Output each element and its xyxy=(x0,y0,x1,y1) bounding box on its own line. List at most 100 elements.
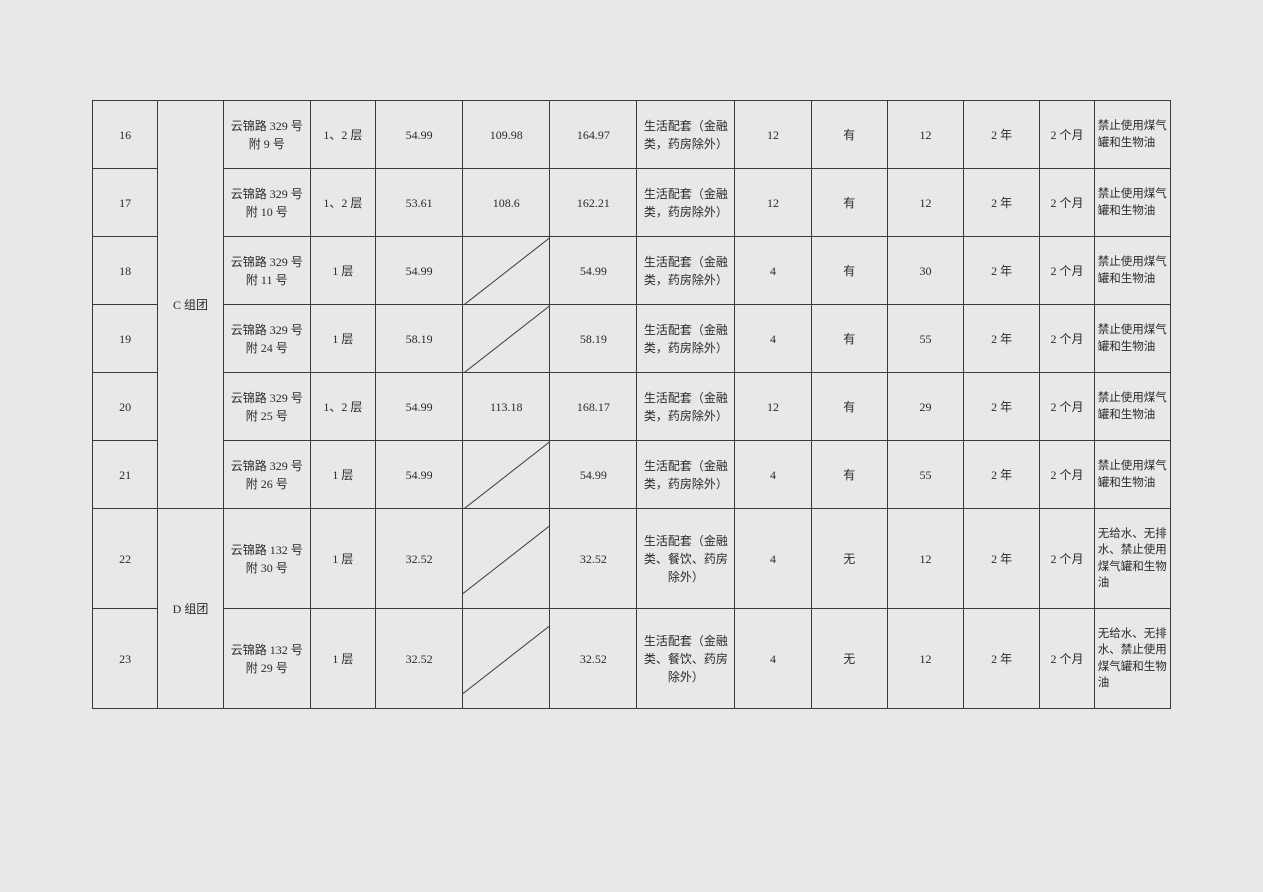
cell-area3: 168.17 xyxy=(550,373,637,441)
cell-number: 22 xyxy=(93,509,158,609)
cell-term: 2 年 xyxy=(964,441,1040,509)
cell-number: 16 xyxy=(93,101,158,169)
cell-floor: 1、2 层 xyxy=(310,169,375,237)
cell-number: 17 xyxy=(93,169,158,237)
cell-area3: 58.19 xyxy=(550,305,637,373)
cell-number: 18 xyxy=(93,237,158,305)
cell-n1: 4 xyxy=(735,609,811,709)
cell-note: 禁止使用煤气罐和生物油 xyxy=(1094,237,1170,305)
cell-period: 2 个月 xyxy=(1040,101,1094,169)
cell-n1: 4 xyxy=(735,237,811,305)
cell-area2: 108.6 xyxy=(463,169,550,237)
cell-usage: 生活配套（金融类，药房除外） xyxy=(637,373,735,441)
cell-floor: 1 层 xyxy=(310,237,375,305)
cell-floor: 1、2 层 xyxy=(310,373,375,441)
cell-area2 xyxy=(463,305,550,373)
cell-floor: 1 层 xyxy=(310,305,375,373)
cell-number: 20 xyxy=(93,373,158,441)
cell-usage: 生活配套（金融类，药房除外） xyxy=(637,237,735,305)
cell-area1: 32.52 xyxy=(376,509,463,609)
cell-area3: 54.99 xyxy=(550,441,637,509)
cell-n2: 55 xyxy=(887,441,963,509)
table-row: 17 云锦路 329 号附 10 号1、2 层53.61108.6162.21生活… xyxy=(93,169,1171,237)
cell-note: 禁止使用煤气罐和生物油 xyxy=(1094,101,1170,169)
cell-area1: 53.61 xyxy=(376,169,463,237)
cell-term: 2 年 xyxy=(964,101,1040,169)
cell-area1: 58.19 xyxy=(376,305,463,373)
cell-n1: 4 xyxy=(735,305,811,373)
cell-n2: 12 xyxy=(887,509,963,609)
cell-n1: 4 xyxy=(735,509,811,609)
cell-area2: 109.98 xyxy=(463,101,550,169)
cell-address: 云锦路 329 号附 26 号 xyxy=(223,441,310,509)
cell-area2: 113.18 xyxy=(463,373,550,441)
cell-yesno: 有 xyxy=(811,373,887,441)
cell-floor: 1 层 xyxy=(310,609,375,709)
table-row: 19云锦路 329 号附 24 号1 层58.1958.19生活配套（金融类，药… xyxy=(93,305,1171,373)
cell-address: 云锦路 329 号附 24 号 xyxy=(223,305,310,373)
cell-note: 禁止使用煤气罐和生物油 xyxy=(1094,169,1170,237)
property-table: 16C 组团云锦路 329 号附 9 号1、2 层54.99109.98164.… xyxy=(92,100,1171,709)
cell-period: 2 个月 xyxy=(1040,509,1094,609)
cell-n2: 12 xyxy=(887,101,963,169)
table-row: 23云锦路 132 号附 29 号1 层32.5232.52生活配套（金融类、餐… xyxy=(93,609,1171,709)
table-row: 20云锦路 329 号附 25 号1、2 层54.99113.18168.17生… xyxy=(93,373,1171,441)
cell-area2 xyxy=(463,441,550,509)
cell-yesno: 有 xyxy=(811,237,887,305)
cell-n1: 12 xyxy=(735,169,811,237)
cell-yesno: 有 xyxy=(811,169,887,237)
cell-n2: 12 xyxy=(887,169,963,237)
cell-period: 2 个月 xyxy=(1040,237,1094,305)
cell-yesno: 有 xyxy=(811,441,887,509)
cell-area1: 54.99 xyxy=(376,373,463,441)
cell-address: 云锦路 329 号附 10 号 xyxy=(223,169,310,237)
cell-floor: 1 层 xyxy=(310,441,375,509)
cell-area2 xyxy=(463,609,550,709)
cell-area1: 32.52 xyxy=(376,609,463,709)
cell-number: 21 xyxy=(93,441,158,509)
cell-yesno: 有 xyxy=(811,101,887,169)
cell-n2: 55 xyxy=(887,305,963,373)
cell-term: 2 年 xyxy=(964,169,1040,237)
table-row: 16C 组团云锦路 329 号附 9 号1、2 层54.99109.98164.… xyxy=(93,101,1171,169)
cell-note: 无给水、无排水、禁止使用煤气罐和生物油 xyxy=(1094,609,1170,709)
cell-number: 23 xyxy=(93,609,158,709)
cell-term: 2 年 xyxy=(964,305,1040,373)
cell-note: 禁止使用煤气罐和生物油 xyxy=(1094,305,1170,373)
cell-period: 2 个月 xyxy=(1040,441,1094,509)
cell-yesno: 无 xyxy=(811,609,887,709)
cell-area3: 32.52 xyxy=(550,609,637,709)
cell-yesno: 有 xyxy=(811,305,887,373)
cell-address: 云锦路 132 号附 30 号 xyxy=(223,509,310,609)
table-row: 21云锦路 329 号附 26 号1 层54.9954.99生活配套（金融类，药… xyxy=(93,441,1171,509)
table-body: 16C 组团云锦路 329 号附 9 号1、2 层54.99109.98164.… xyxy=(93,101,1171,709)
cell-group: C 组团 xyxy=(158,101,223,509)
cell-area2 xyxy=(463,237,550,305)
cell-address: 云锦路 329 号附 11 号 xyxy=(223,237,310,305)
cell-n1: 12 xyxy=(735,101,811,169)
cell-area3: 32.52 xyxy=(550,509,637,609)
cell-area2 xyxy=(463,509,550,609)
cell-group: D 组团 xyxy=(158,509,223,709)
cell-usage: 生活配套（金融类，药房除外） xyxy=(637,169,735,237)
cell-term: 2 年 xyxy=(964,373,1040,441)
cell-area3: 162.21 xyxy=(550,169,637,237)
cell-n2: 12 xyxy=(887,609,963,709)
cell-note: 禁止使用煤气罐和生物油 xyxy=(1094,373,1170,441)
cell-floor: 1 层 xyxy=(310,509,375,609)
cell-usage: 生活配套（金融类、餐饮、药房除外） xyxy=(637,609,735,709)
cell-period: 2 个月 xyxy=(1040,609,1094,709)
cell-usage: 生活配套（金融类、餐饮、药房除外） xyxy=(637,509,735,609)
cell-n1: 12 xyxy=(735,373,811,441)
cell-n2: 29 xyxy=(887,373,963,441)
cell-note: 无给水、无排水、禁止使用煤气罐和生物油 xyxy=(1094,509,1170,609)
table-row: 22D 组团云锦路 132 号附 30 号1 层32.5232.52生活配套（金… xyxy=(93,509,1171,609)
cell-area1: 54.99 xyxy=(376,441,463,509)
cell-area1: 54.99 xyxy=(376,237,463,305)
cell-yesno: 无 xyxy=(811,509,887,609)
cell-term: 2 年 xyxy=(964,237,1040,305)
cell-area3: 164.97 xyxy=(550,101,637,169)
cell-note: 禁止使用煤气罐和生物油 xyxy=(1094,441,1170,509)
cell-usage: 生活配套（金融类，药房除外） xyxy=(637,101,735,169)
property-table-wrapper: 16C 组团云锦路 329 号附 9 号1、2 层54.99109.98164.… xyxy=(92,100,1171,709)
